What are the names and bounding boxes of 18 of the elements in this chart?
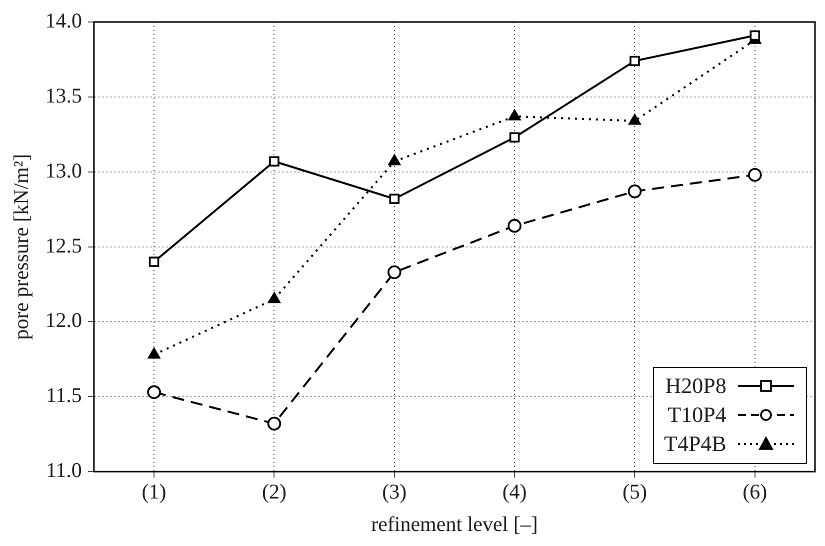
y-tick-label: 12.0 [45,308,82,332]
x-tick-label: (5) [622,480,647,504]
legend-label: H20P8 [665,373,726,400]
x-tick-label: (2) [262,480,286,504]
x-axis-title: refinement level [–] [371,512,538,536]
legend-label: T10P4 [668,402,726,428]
x-tick-label: (1) [142,480,166,504]
y-tick-label: 13.0 [45,158,82,182]
y-axis-title: pore pressure [kN/m²] [9,154,34,340]
x-tick-label: (4) [502,480,527,504]
legend-label: T4P4B [664,431,726,458]
y-tick-label: 11.5 [46,383,82,408]
y-tick-label: 12.5 [45,233,82,258]
y-tick-label: 13.5 [45,83,82,108]
y-tick-label: 11.0 [46,458,82,482]
x-tick-label: (3) [382,480,407,504]
x-tick-label: (6) [742,480,768,504]
y-tick-label: 14.0 [45,8,82,33]
